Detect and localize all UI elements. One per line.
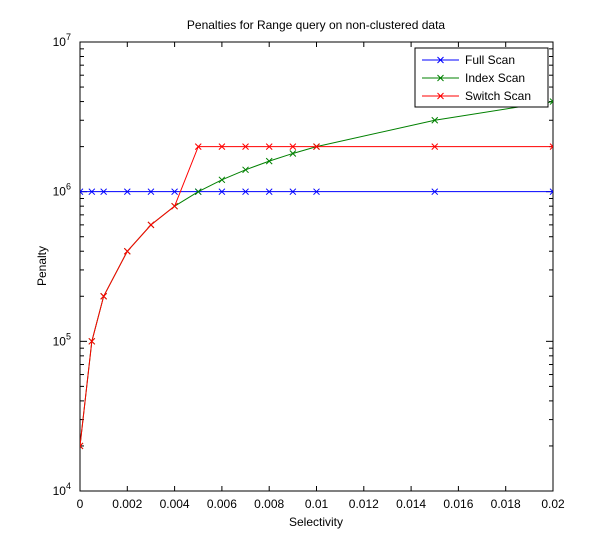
data-point-marker xyxy=(549,98,553,105)
x-tick-label: 0.018 xyxy=(491,497,521,511)
y-tick-label: 104 xyxy=(53,481,71,498)
series-layer xyxy=(80,98,553,450)
plot-area xyxy=(79,41,554,492)
data-point-marker xyxy=(147,221,155,229)
legend-swatch-marker xyxy=(437,56,444,64)
x-tick-label: 0.02 xyxy=(541,497,565,511)
data-point-marker xyxy=(431,188,439,196)
x-tick-label: 0.014 xyxy=(396,497,426,511)
axis-ticks: 0 0.002 0.004 0.006 0.008 0.01 0.012 0.014 0.016… xyxy=(53,32,565,511)
data-point-marker xyxy=(289,188,297,196)
data-point-marker xyxy=(549,188,553,196)
y-tick-label: 107 xyxy=(53,32,71,49)
x-tick-label: 0.016 xyxy=(443,497,473,511)
data-point-marker xyxy=(171,188,178,196)
data-point-marker xyxy=(100,292,108,300)
data-point-marker xyxy=(147,188,155,196)
x-tick-label: 0.008 xyxy=(254,497,284,511)
data-point-marker xyxy=(123,247,131,255)
data-point-marker xyxy=(265,143,273,150)
data-point-marker xyxy=(80,442,84,450)
chart-title: Penalties for Range query on non-cluster… xyxy=(187,18,445,32)
legend: Full Scan Index Scan Switch Scan xyxy=(414,47,549,108)
data-point-marker xyxy=(171,202,178,210)
data-point-marker xyxy=(218,143,226,150)
x-tick-label: 0.006 xyxy=(207,497,237,511)
x-tick-label: 0 xyxy=(77,497,84,511)
data-point-marker xyxy=(242,166,249,174)
y-tick-label: 106 xyxy=(53,182,71,199)
y-tick-label: 105 xyxy=(53,331,71,348)
y-axis-label: Penalty xyxy=(35,246,49,286)
data-point-marker xyxy=(265,188,273,196)
data-point-marker xyxy=(194,188,202,196)
x-tick-label: 0.012 xyxy=(349,497,379,511)
data-point-marker xyxy=(431,143,439,150)
data-point-marker xyxy=(289,143,297,150)
data-point-marker xyxy=(431,116,439,124)
x-tick-label: 0.004 xyxy=(160,497,190,511)
legend-label: Full Scan xyxy=(465,53,515,67)
data-point-marker xyxy=(242,143,249,150)
data-point-marker xyxy=(218,188,226,196)
legend-swatch-marker xyxy=(437,92,444,100)
data-point-marker xyxy=(218,176,226,184)
legend-label: Index Scan xyxy=(465,71,525,85)
x-tick-label: 0.01 xyxy=(305,497,329,511)
x-tick-label: 0.002 xyxy=(112,497,142,511)
legend-label: Switch Scan xyxy=(465,89,531,103)
data-point-marker xyxy=(100,188,108,196)
data-point-marker xyxy=(80,188,84,196)
data-point-marker xyxy=(242,188,249,196)
data-point-marker xyxy=(123,188,131,196)
data-point-marker xyxy=(289,150,297,157)
data-point-marker xyxy=(88,337,96,345)
legend-swatch-marker xyxy=(437,74,444,82)
data-point-marker xyxy=(194,143,202,150)
data-point-marker xyxy=(313,188,320,196)
data-point-marker xyxy=(265,157,273,165)
series-line-switch-scan xyxy=(80,146,553,447)
data-point-marker xyxy=(549,143,553,150)
x-axis-label: Selectivity xyxy=(289,515,343,529)
data-point-marker xyxy=(88,188,96,196)
data-point-marker xyxy=(313,143,320,150)
